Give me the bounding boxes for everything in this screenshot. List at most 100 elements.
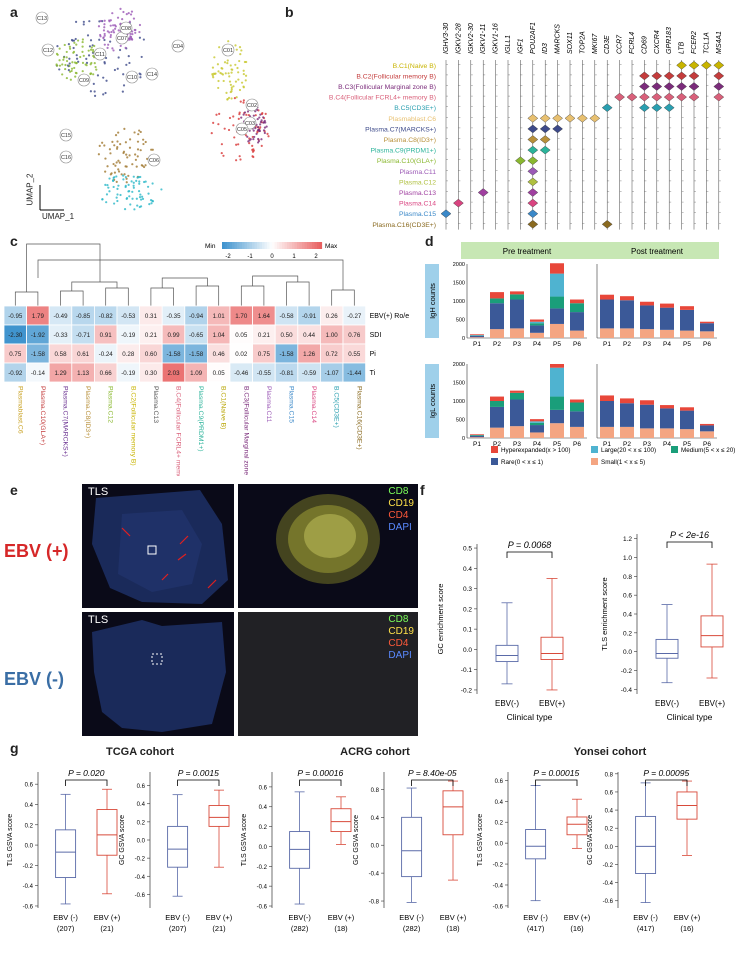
violin-row-label: Plasma.C9(PRDM1+) [370, 148, 436, 155]
bar-segment [680, 306, 694, 310]
y-tick-label: 1.0 [623, 555, 632, 562]
y-tick-label: 2000 [453, 262, 465, 268]
umap-point [122, 90, 124, 92]
stain-label: CD4 [388, 510, 414, 522]
umap-point [235, 159, 237, 161]
umap-point [115, 175, 117, 177]
gene-label: CXCR4 [654, 30, 661, 54]
gene-label: LTB [679, 41, 686, 54]
umap-point [221, 152, 223, 154]
umap-point [131, 38, 133, 40]
umap-point [241, 82, 243, 84]
cohort-title-yonsei: Yonsei cohort [530, 746, 690, 758]
heatmap-value: -0.19 [121, 332, 136, 339]
bar-segment [660, 428, 674, 438]
umap-point [125, 47, 127, 49]
umap-point [133, 176, 135, 178]
umap-point [221, 67, 223, 69]
significance-bracket [66, 780, 107, 786]
y-tick-label: -0.2 [23, 864, 34, 870]
heatmap-value: 0.61 [77, 351, 90, 358]
bar-segment [620, 300, 634, 328]
violin-shape [528, 114, 538, 122]
heatmap-column-label: Plasma.C7(MARCKS+) [62, 386, 69, 457]
legend-swatch [300, 242, 303, 249]
legend-swatch [282, 242, 285, 249]
umap-point [228, 129, 230, 131]
y-tick-label: -0.4 [493, 883, 504, 889]
y-tick-label: 0.4 [371, 816, 380, 822]
heatmap-value: 0.55 [348, 351, 361, 358]
heatmap-value: -0.24 [99, 351, 114, 358]
umap-point [56, 45, 58, 47]
heatmap-column-label: B.C2(Follicular memory B) [129, 386, 136, 466]
y-axis-label: TLS GSVA score [477, 814, 484, 866]
heatmap-column-label: Plasma.C12 [107, 386, 114, 423]
y-tick-label: 0.4 [495, 800, 504, 806]
legend-swatch [295, 242, 298, 249]
umap-point [245, 75, 247, 77]
umap-point [66, 51, 68, 53]
violin-shape [701, 61, 711, 69]
umap-ylabel: UMAP_2 [26, 173, 35, 205]
bar-segment [640, 405, 654, 429]
y-tick-label: -0.6 [603, 899, 614, 905]
legend-swatch [315, 242, 318, 249]
heatmap-value: -0.19 [121, 370, 136, 377]
umap-point [113, 186, 115, 188]
legend-swatch [242, 242, 245, 249]
legend-swatch [302, 242, 305, 249]
legend-swatch [227, 242, 230, 249]
umap-point [245, 79, 247, 81]
bar-segment [550, 308, 564, 324]
umap-point [69, 48, 71, 50]
umap-point [246, 136, 248, 138]
y-axis-label: TLS GSVA score [241, 814, 248, 866]
y-tick-label: 0.0 [25, 844, 34, 850]
y-tick-label: -0.4 [621, 687, 633, 694]
legend-swatch [312, 242, 315, 249]
umap-point [122, 178, 124, 180]
umap-point [223, 80, 225, 82]
violin-shape [540, 146, 550, 154]
umap-point [81, 51, 83, 53]
heatmap-row-label: Ti [370, 370, 376, 377]
sample-count: (282) [291, 924, 309, 933]
y-tick-label: 0.0 [137, 839, 146, 845]
y-tick-label: 0.8 [605, 772, 614, 778]
umap-point [226, 62, 228, 64]
umap-point [238, 60, 240, 62]
category-label: EBV (-) [165, 913, 190, 922]
umap-point [134, 153, 136, 155]
umap-point [115, 25, 117, 27]
umap-point [237, 78, 239, 80]
umap-point [88, 50, 90, 52]
umap-point [125, 154, 127, 156]
violin-shape [540, 125, 550, 133]
category-label: EBV (+) [564, 913, 591, 922]
legend-label: Large(20 < x ≤ 100) [601, 447, 656, 454]
category-label: EBV(-) [655, 699, 679, 708]
p-value: P = 0.0068 [508, 540, 551, 550]
umap-point [259, 126, 261, 128]
heatmap-row-label: Pi [370, 351, 377, 358]
violin-shape [714, 61, 724, 69]
legend-swatch [290, 242, 293, 249]
violin-shape [528, 125, 538, 133]
umap-point [266, 133, 268, 135]
gene-label: ID3 [542, 43, 549, 54]
legend-tick: 1 [292, 254, 296, 260]
umap-point [257, 141, 259, 143]
violin-shape [453, 199, 463, 207]
bar-segment [640, 400, 654, 404]
umap-point [89, 45, 91, 47]
umap-point [147, 193, 149, 195]
y-tick-label: -0.6 [135, 893, 146, 899]
legend-swatch [310, 242, 313, 249]
violin-shape [565, 114, 575, 122]
y-tick-label: 0.2 [137, 820, 146, 826]
y-tick-label: 0.8 [623, 574, 632, 581]
